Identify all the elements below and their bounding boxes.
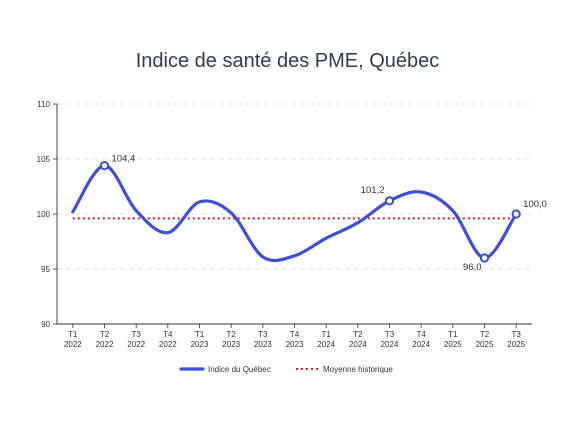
x-tick-label: 2022 <box>96 340 114 349</box>
grid-lines <box>57 103 532 270</box>
y-tick-label: 90 <box>41 320 50 329</box>
x-tick-label: 2023 <box>286 340 304 349</box>
y-tick-label: 95 <box>41 265 50 274</box>
x-tick-label: T2 <box>480 330 490 339</box>
x-tick-label: 2023 <box>191 340 209 349</box>
x-tick-label: 2024 <box>317 340 335 349</box>
data-point-marker <box>479 253 490 263</box>
x-tick-label: T4 <box>290 330 300 339</box>
x-tick-label: 2023 <box>222 340 240 349</box>
x-tick-label: T3 <box>131 330 141 339</box>
y-tick-label: 110 <box>37 100 50 109</box>
legend: Indice du Québec Moyenne historique <box>179 365 393 374</box>
series-group <box>71 161 521 263</box>
legend-label-indice-du-quebec: Indice du Québec <box>208 365 271 374</box>
chart-title: Indice de santé des PME, Québec <box>135 50 440 72</box>
x-tick-label: T3 <box>258 330 268 339</box>
x-tick-label: 2022 <box>127 340 145 349</box>
x-tick-label: T2 <box>353 330 363 339</box>
x-tick-label: 2025 <box>444 340 462 349</box>
y-axis-ticks: 90 95 100 105 110 <box>37 100 57 329</box>
x-tick-label: T1 <box>68 330 78 339</box>
x-tick-label: T3 <box>511 330 521 339</box>
x-tick-label: T1 <box>195 330 205 339</box>
x-tick-label: T4 <box>163 330 173 339</box>
x-tick-label: 2022 <box>159 340 177 349</box>
x-tick-label: T2 <box>100 330 110 339</box>
x-axis-ticks: T12022T22022T32022T42022T12023T22023T320… <box>64 324 526 349</box>
x-tick-label: T4 <box>416 330 426 339</box>
x-tick-label: T3 <box>385 330 395 339</box>
data-point-marker <box>99 161 110 171</box>
x-tick-label: 2025 <box>476 340 494 349</box>
data-label: 101,2 <box>361 185 385 196</box>
series-line-indice-du-quebec <box>71 163 518 263</box>
x-tick-label: 2025 <box>507 340 525 349</box>
legend-label-moyenne-historique: Moyenne historique <box>323 365 393 374</box>
data-label: 96,0 <box>463 262 482 273</box>
x-tick-label: T2 <box>226 330 236 339</box>
x-tick-label: T1 <box>321 330 331 339</box>
data-label: 100,0 <box>523 199 547 210</box>
data-labels: 104,4 101,2 96,0 100,0 <box>112 154 547 273</box>
x-tick-label: 2024 <box>349 340 367 349</box>
x-tick-label: 2024 <box>381 340 399 349</box>
data-label: 104,4 <box>112 154 136 165</box>
y-tick-label: 105 <box>37 155 51 164</box>
x-tick-label: 2023 <box>254 340 272 349</box>
x-tick-label: 2022 <box>64 340 82 349</box>
x-tick-label: 2024 <box>412 340 430 349</box>
y-tick-label: 100 <box>37 210 51 219</box>
x-tick-label: T1 <box>448 330 458 339</box>
data-point-marker <box>384 196 395 206</box>
data-point-marker <box>511 209 521 219</box>
